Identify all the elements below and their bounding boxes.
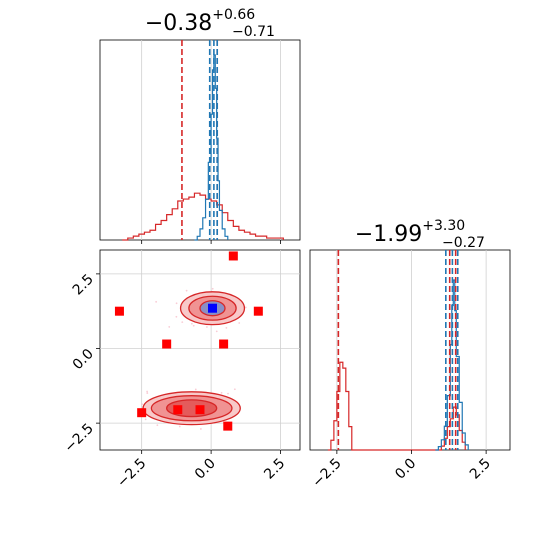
sample-dot: [190, 322, 193, 325]
sample-dot: [211, 287, 214, 290]
red-square-6: [173, 405, 183, 415]
red-square-1: [114, 306, 124, 316]
right-x-ticklabel-1: 0.0: [392, 456, 419, 483]
sample-dot: [205, 326, 208, 328]
title-top-value: −0.38: [145, 11, 212, 36]
sample-dot: [178, 425, 181, 428]
sample-dot: [144, 418, 147, 421]
title-right-lower: −0.27: [442, 235, 485, 251]
red-square-7: [195, 405, 205, 415]
sample-dot: [168, 326, 171, 328]
sample-dot: [227, 392, 229, 395]
sample-dot: [141, 403, 143, 406]
right-panel-frame: [309, 249, 511, 451]
top-panel-frame: [99, 39, 301, 241]
sample-dot: [194, 388, 197, 391]
sample-dot: [175, 302, 178, 305]
red-square-2: [253, 306, 263, 316]
scatter-x-ticklabel-1: 0.0: [192, 456, 219, 483]
scatter-x-ticklabel-2: 2.5: [261, 456, 288, 483]
sample-dot: [244, 306, 247, 309]
blue-square: [208, 303, 217, 313]
sample-dot: [181, 321, 184, 324]
title-right: −1.99+3.30: [355, 218, 465, 247]
sample-dot: [192, 324, 195, 327]
title-right-value: −1.99: [355, 222, 422, 247]
sample-dot: [146, 392, 149, 394]
sample-dot: [175, 315, 178, 318]
right-x-ticklabel-2: 2.5: [467, 456, 494, 483]
sample-dot: [155, 300, 158, 303]
title-top: −0.38+0.66: [145, 7, 255, 36]
red-square-5: [137, 408, 147, 418]
sample-dot: [185, 289, 188, 292]
top-histogram-panel: [99, 39, 301, 241]
red-square-8: [223, 421, 233, 431]
sample-dot: [156, 424, 159, 427]
scatter-y-ticklabel-2: −2.5: [61, 421, 96, 456]
scatter-contour-panel: [99, 249, 301, 451]
right-hist-blue: [435, 279, 469, 451]
sample-dot: [238, 322, 241, 324]
right-quantile-lines: [337, 250, 459, 450]
title-right-upper: +3.30: [422, 218, 465, 234]
top-hist-red: [122, 192, 284, 241]
scatter-y-ticklabel-1: 0.0: [70, 346, 97, 373]
red-square-4: [219, 339, 229, 349]
right-x-ticklabel-0: −2.5: [309, 456, 344, 491]
top-quantile-lines: [181, 40, 219, 240]
right-histogram-panel: [309, 249, 511, 451]
sample-dot: [146, 390, 149, 393]
red-square-0: [228, 251, 238, 261]
sample-dot: [220, 391, 223, 394]
sample-dot: [225, 327, 228, 329]
title-top-lower: −0.71: [232, 24, 275, 40]
scatter-squares: [114, 251, 263, 431]
sample-dot: [233, 388, 236, 391]
title-top-upper: +0.66: [212, 7, 255, 23]
scatter-contours: [142, 291, 246, 426]
red-square-3: [162, 339, 172, 349]
sample-dot: [199, 428, 202, 430]
sample-dot: [215, 330, 218, 333]
scatter-x-ticklabel-0: −2.5: [114, 456, 149, 491]
scatter-y-ticklabel-0: 2.5: [70, 271, 97, 298]
